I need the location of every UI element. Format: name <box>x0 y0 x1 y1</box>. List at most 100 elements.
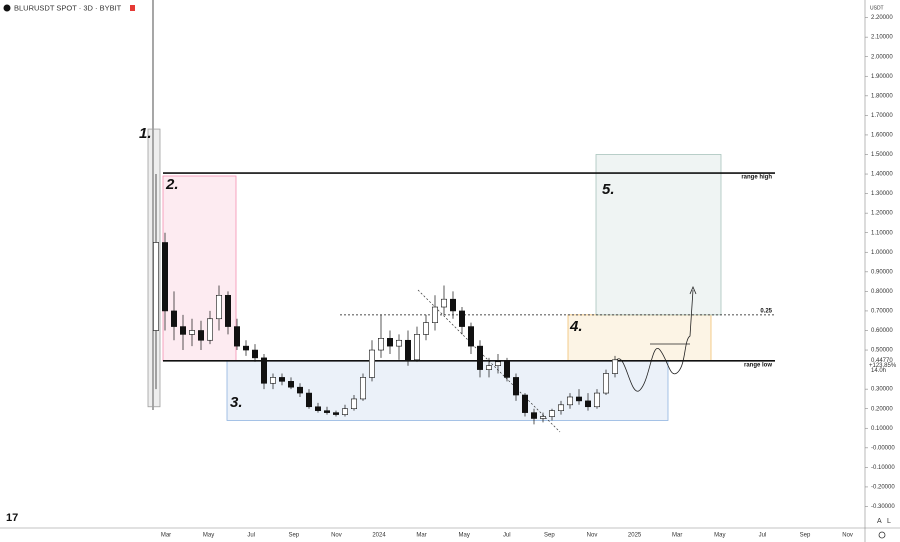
candle-body <box>269 377 276 384</box>
last-price: 0.44770 <box>871 358 893 364</box>
candle-body <box>377 338 384 351</box>
x-tick-label: Sep <box>800 533 811 539</box>
zone-label: 2. <box>165 176 179 193</box>
candle-body <box>467 326 474 347</box>
candle-body <box>593 392 600 408</box>
x-tick-label: 2025 <box>628 533 642 539</box>
candle-body <box>180 326 187 335</box>
x-tick-label: 2024 <box>372 533 386 539</box>
candle-body <box>171 310 178 327</box>
candle-body <box>296 386 303 394</box>
candle-body <box>395 339 402 347</box>
symbol-title: BLURUSDT SPOT · 3D · BYBIT <box>14 3 122 12</box>
candle-body <box>243 345 250 351</box>
y-tick-label: 1.20000 <box>871 211 893 217</box>
candle-body <box>422 322 429 335</box>
x-tick-label: Mar <box>161 533 171 539</box>
projection-arrow <box>689 285 697 295</box>
candle-body <box>548 410 555 417</box>
x-tick-label: May <box>459 533 470 539</box>
candle-body <box>162 242 169 312</box>
y-tick-label: 1.10000 <box>871 230 893 236</box>
zone-box <box>567 314 712 362</box>
log-scale-button[interactable]: L <box>887 518 891 525</box>
candle-body <box>287 381 294 388</box>
settings-button[interactable] <box>878 531 886 539</box>
candle-body <box>404 339 411 361</box>
x-tick-label: Jul <box>759 533 767 539</box>
level-label: range low <box>744 362 772 368</box>
x-tick-label: May <box>714 533 725 539</box>
candle-body <box>611 359 618 374</box>
x-tick-label: Nov <box>331 533 342 539</box>
x-tick-label: May <box>203 533 214 539</box>
candle-body <box>198 330 205 341</box>
change: +123.85% <box>869 363 897 369</box>
candle-body <box>521 394 528 413</box>
y-tick-label: -0.00000 <box>871 445 895 451</box>
exchange-flag <box>130 5 135 11</box>
currency-label: USDT <box>870 5 884 11</box>
x-tick-label: Sep <box>544 533 555 539</box>
zone-box <box>595 154 722 316</box>
candle-body <box>440 298 447 308</box>
y-tick-label: 0.80000 <box>871 289 893 295</box>
last-price-tag <box>866 356 900 374</box>
x-tick-label: Mar <box>672 533 682 539</box>
y-tick-label: 0.50000 <box>871 348 893 354</box>
candle-body <box>413 334 420 361</box>
zone-label: 4. <box>569 318 583 335</box>
x-tick-label: Nov <box>587 533 598 539</box>
zone-label: 5. <box>602 181 615 198</box>
y-tick-label: 1.60000 <box>871 133 893 139</box>
y-tick-label: 2.20000 <box>871 15 893 21</box>
candle-body <box>278 377 285 382</box>
x-tick-label: Sep <box>288 533 299 539</box>
candle-body <box>584 400 591 408</box>
candle-body <box>323 410 330 413</box>
candle-body <box>368 349 375 378</box>
candle-body <box>557 404 564 411</box>
candle-body <box>485 365 492 370</box>
candle-body <box>189 330 196 335</box>
x-tick-label: Jul <box>503 533 511 539</box>
zone-box <box>162 175 237 362</box>
y-tick-label: 0.20000 <box>871 406 893 412</box>
y-tick-label: 1.70000 <box>871 113 893 119</box>
y-tick-label: 1.00000 <box>871 250 893 256</box>
candle-body <box>602 373 609 394</box>
candle-body <box>350 398 357 410</box>
candle-body <box>512 377 519 396</box>
candle-body <box>431 306 438 323</box>
candle-body <box>260 357 267 384</box>
zone-box <box>226 360 669 421</box>
y-tick-label: 0.30000 <box>871 387 893 393</box>
candle-body <box>530 412 537 419</box>
x-tick-label: Mar <box>416 533 426 539</box>
candle-body <box>575 396 582 402</box>
y-tick-label: 1.50000 <box>871 152 893 158</box>
candle-body <box>494 361 501 366</box>
y-tick-label: 0.10000 <box>871 426 893 432</box>
candle-body <box>305 392 312 408</box>
candle-body <box>332 412 339 415</box>
y-tick-label: 1.40000 <box>871 172 893 178</box>
y-tick-label: 1.80000 <box>871 93 893 99</box>
candle-body <box>234 326 241 347</box>
candle-body <box>539 416 546 419</box>
y-tick-label: 0.70000 <box>871 309 893 315</box>
countdown: 14.0h <box>871 368 886 374</box>
x-tick-label: Jul <box>247 533 255 539</box>
candle-body <box>153 242 160 331</box>
y-tick-label: 1.30000 <box>871 191 893 197</box>
projection-path <box>614 289 694 392</box>
y-tick-label: 2.10000 <box>871 35 893 41</box>
y-tick-label: -0.10000 <box>871 465 895 471</box>
candle-body <box>252 349 259 359</box>
auto-scale-button[interactable]: A <box>877 518 882 525</box>
y-tick-label: 0.60000 <box>871 328 893 334</box>
candle-body <box>566 396 573 406</box>
y-tick-label: 0.90000 <box>871 269 893 275</box>
